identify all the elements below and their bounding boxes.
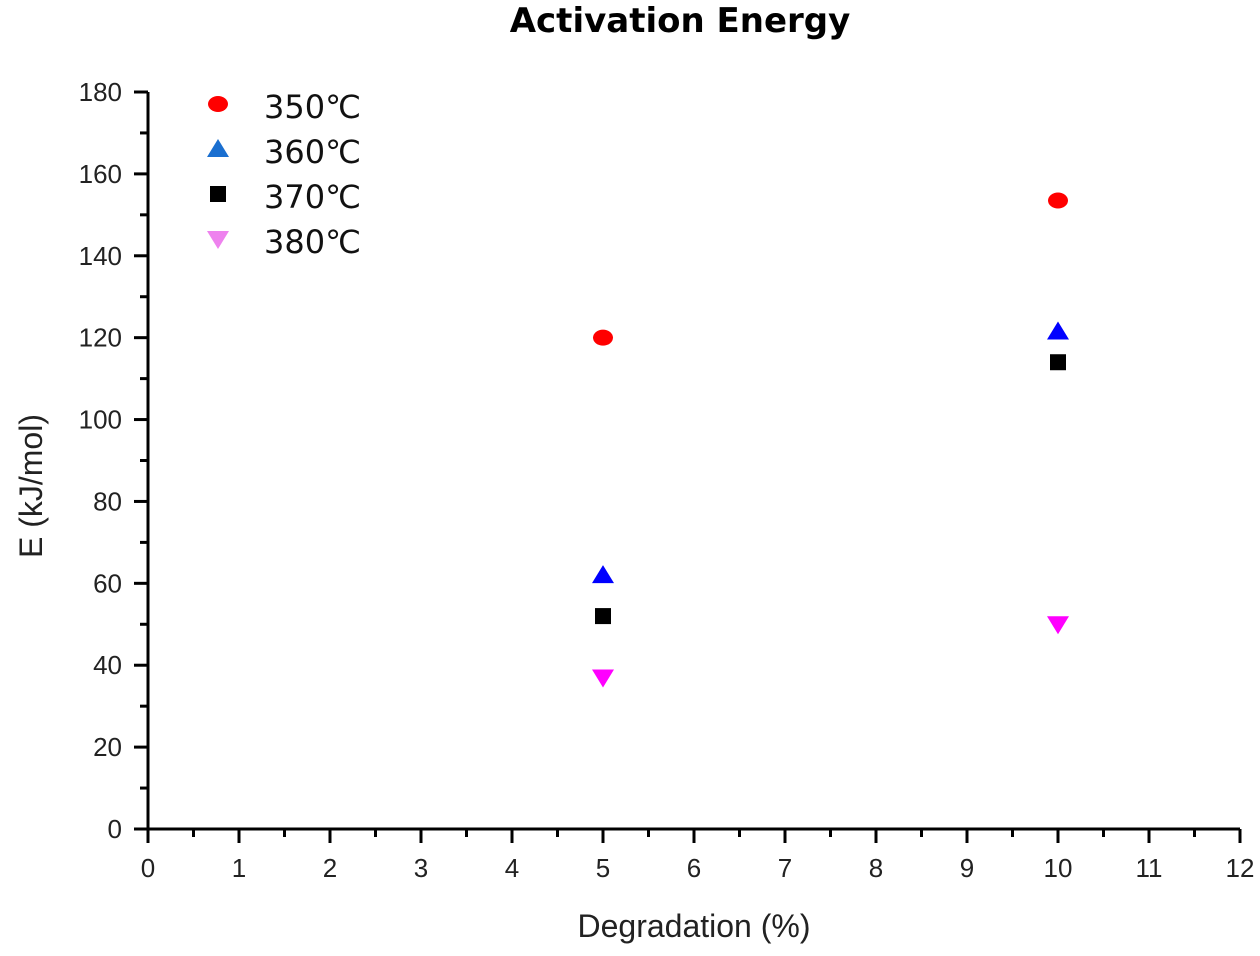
x-tick-label: 4 xyxy=(505,853,519,883)
y-tick-label: 160 xyxy=(79,159,122,189)
data-points xyxy=(592,192,1069,688)
x-tick-label: 12 xyxy=(1226,853,1255,883)
y-tick-label: 60 xyxy=(93,568,122,598)
data-point-triangle-up xyxy=(592,565,614,584)
y-tick-label: 20 xyxy=(93,732,122,762)
legend-label: 380℃ xyxy=(264,223,361,261)
legend: 350℃ 360℃ 370℃ 380℃ xyxy=(207,88,361,261)
x-tick-label: 9 xyxy=(960,853,974,883)
x-tick-label: 8 xyxy=(869,853,883,883)
x-tick-label: 5 xyxy=(596,853,610,883)
x-tick-label: 2 xyxy=(323,853,337,883)
legend-marker-triangle-down-icon xyxy=(207,231,229,249)
y-axis-ticks: 0 20 40 60 80 100 120 140 160 180 xyxy=(79,77,148,844)
x-axis-label: Degradation (%) xyxy=(578,908,811,944)
y-tick-label: 0 xyxy=(108,814,122,844)
legend-label: 370℃ xyxy=(264,178,361,216)
data-point-triangle-down xyxy=(1047,616,1069,635)
y-tick-label: 120 xyxy=(79,323,122,353)
legend-marker-triangle-up-icon xyxy=(207,139,229,157)
x-tick-label: 7 xyxy=(778,853,792,883)
x-tick-label: 0 xyxy=(141,853,155,883)
y-tick-label: 180 xyxy=(79,77,122,107)
y-axis-label: E (kJ/mol) xyxy=(13,414,49,558)
x-tick-label: 1 xyxy=(232,853,246,883)
legend-marker-circle-icon xyxy=(208,96,228,112)
chart-title: Activation Energy xyxy=(510,1,851,41)
legend-label: 360℃ xyxy=(264,133,361,171)
y-tick-label: 100 xyxy=(79,405,122,435)
x-tick-label: 3 xyxy=(414,853,428,883)
data-point-square xyxy=(1050,354,1066,371)
legend-label: 350℃ xyxy=(264,88,361,126)
x-tick-label: 10 xyxy=(1044,853,1073,883)
legend-marker-square-icon xyxy=(210,186,226,202)
x-tick-label: 11 xyxy=(1136,853,1163,883)
y-tick-label: 40 xyxy=(93,650,122,680)
data-point-square xyxy=(595,608,611,625)
y-tick-label: 140 xyxy=(79,241,122,271)
data-point-triangle-down xyxy=(592,669,614,688)
data-point-triangle-up xyxy=(1047,321,1069,340)
data-point-circle xyxy=(593,329,613,346)
y-tick-label: 80 xyxy=(93,486,122,516)
data-point-circle xyxy=(1048,192,1068,209)
x-tick-label: 6 xyxy=(687,853,701,883)
x-axis-ticks: 0 1 2 3 4 5 6 7 8 9 10 11 12 xyxy=(141,829,1255,883)
